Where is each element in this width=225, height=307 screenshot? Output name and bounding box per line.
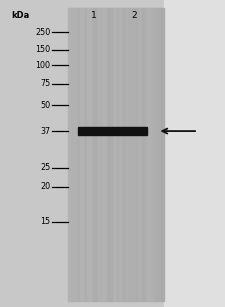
Bar: [71, 8, 74, 301]
Bar: [145, 8, 148, 301]
Bar: [109, 8, 113, 301]
Bar: [151, 8, 155, 301]
Bar: [0, 0, 68, 307]
Bar: [80, 8, 84, 301]
Bar: [77, 8, 80, 301]
Bar: [97, 8, 100, 301]
Text: 20: 20: [40, 182, 51, 191]
Bar: [122, 8, 126, 301]
Text: 100: 100: [36, 61, 51, 70]
Bar: [132, 8, 135, 301]
Bar: [129, 8, 132, 301]
Bar: [103, 8, 106, 301]
Bar: [142, 8, 145, 301]
Text: 250: 250: [35, 28, 51, 37]
Text: 25: 25: [40, 163, 51, 173]
Bar: [126, 8, 129, 301]
Bar: [155, 8, 158, 301]
Bar: [93, 8, 97, 301]
Bar: [68, 8, 71, 301]
Bar: [84, 8, 87, 301]
Text: 15: 15: [40, 217, 51, 226]
Bar: [87, 8, 90, 301]
Text: 2: 2: [131, 11, 137, 20]
Bar: [100, 8, 103, 301]
Bar: [113, 8, 116, 301]
Text: 1: 1: [90, 11, 96, 20]
Bar: [148, 8, 151, 301]
Bar: [164, 0, 225, 307]
Text: 75: 75: [40, 79, 51, 88]
Bar: [138, 8, 142, 301]
Bar: [106, 8, 109, 301]
Bar: [78, 127, 147, 135]
Text: 50: 50: [40, 101, 51, 110]
Bar: [119, 8, 122, 301]
Bar: [158, 8, 161, 301]
Text: kDa: kDa: [11, 11, 29, 20]
Bar: [135, 8, 138, 301]
Bar: [116, 8, 119, 301]
Bar: [90, 8, 93, 301]
Text: 37: 37: [40, 126, 51, 136]
Bar: [161, 8, 164, 301]
Bar: [68, 8, 164, 301]
Text: 150: 150: [36, 45, 51, 54]
Bar: [74, 8, 77, 301]
